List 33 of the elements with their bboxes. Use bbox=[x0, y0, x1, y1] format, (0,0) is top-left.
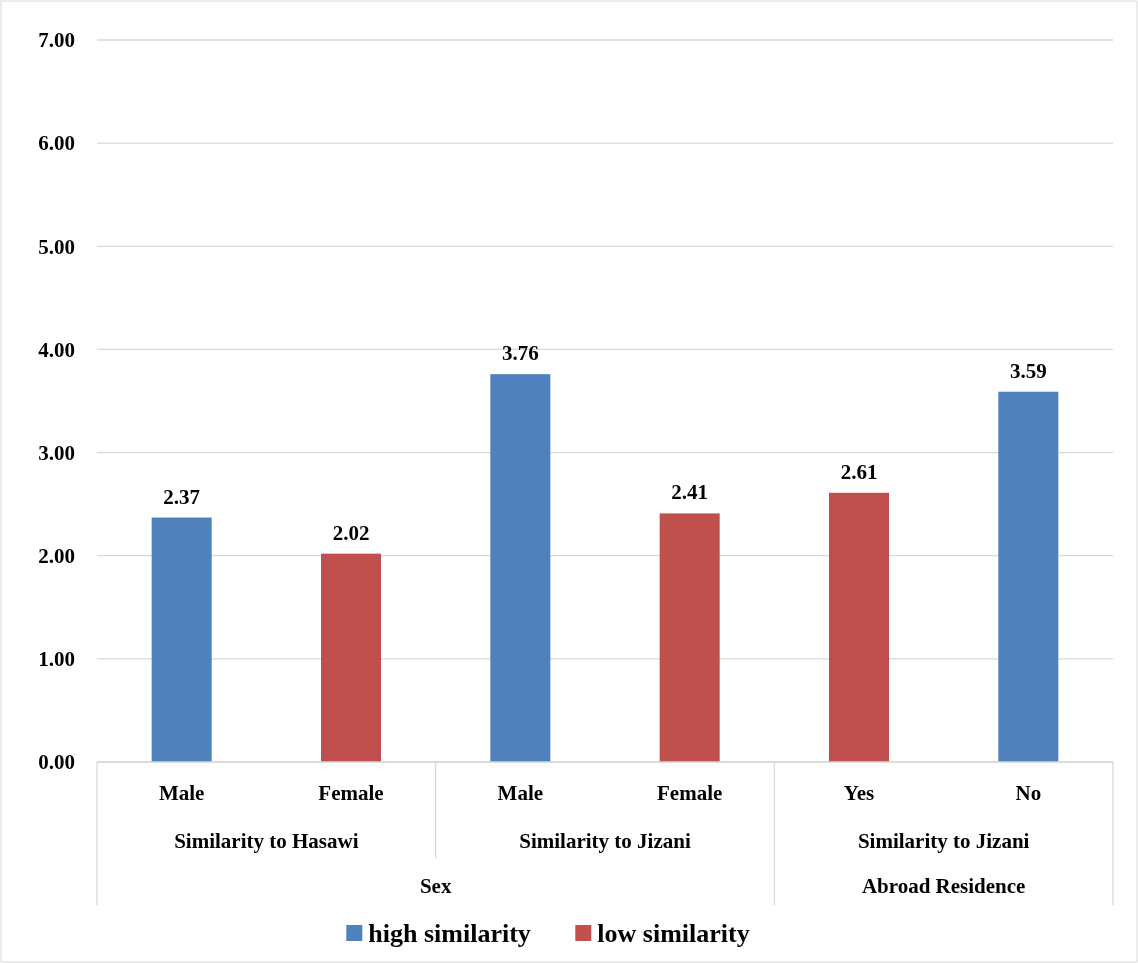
x-tick-label: Female bbox=[657, 781, 723, 805]
y-tick-label: 4.00 bbox=[38, 337, 75, 362]
bar bbox=[998, 391, 1059, 762]
y-tick-label: 3.00 bbox=[38, 440, 75, 465]
bar bbox=[151, 517, 212, 762]
bar bbox=[829, 492, 889, 762]
x-tick-label: Yes bbox=[843, 781, 875, 805]
bar bbox=[659, 513, 720, 762]
bar bbox=[490, 374, 551, 762]
text: Similarity to Jizani bbox=[857, 829, 1030, 853]
text: Similarity to Jizani bbox=[519, 829, 691, 853]
y-tick-label: 0.00 bbox=[38, 750, 75, 775]
bar bbox=[321, 553, 381, 762]
text: Abroad Residence bbox=[861, 874, 1026, 898]
y-tick-label: 6.00 bbox=[38, 131, 75, 156]
x-tick-label: Male bbox=[497, 781, 544, 805]
data-label: 2.37 bbox=[163, 484, 201, 509]
x-tick-label: Female bbox=[318, 781, 384, 805]
x-tick-label: No bbox=[1015, 781, 1042, 805]
text: Similarity to Hasawi bbox=[174, 829, 359, 853]
y-tick-label: 2.00 bbox=[38, 544, 75, 569]
data-label: 2.41 bbox=[671, 480, 709, 505]
data-label: 2.02 bbox=[332, 520, 370, 545]
data-label: 3.76 bbox=[501, 341, 539, 366]
legend-label: low similarity bbox=[597, 919, 750, 949]
x-tick-label: Male bbox=[158, 781, 205, 805]
y-tick-label: 1.00 bbox=[38, 647, 75, 672]
data-label: 2.61 bbox=[840, 459, 878, 484]
y-tick-label: 5.00 bbox=[38, 234, 75, 259]
y-tick-label: 7.00 bbox=[38, 28, 75, 53]
legend-label: high similarity bbox=[368, 919, 531, 949]
text: Sex bbox=[419, 874, 452, 898]
data-label: 3.59 bbox=[1009, 358, 1047, 383]
